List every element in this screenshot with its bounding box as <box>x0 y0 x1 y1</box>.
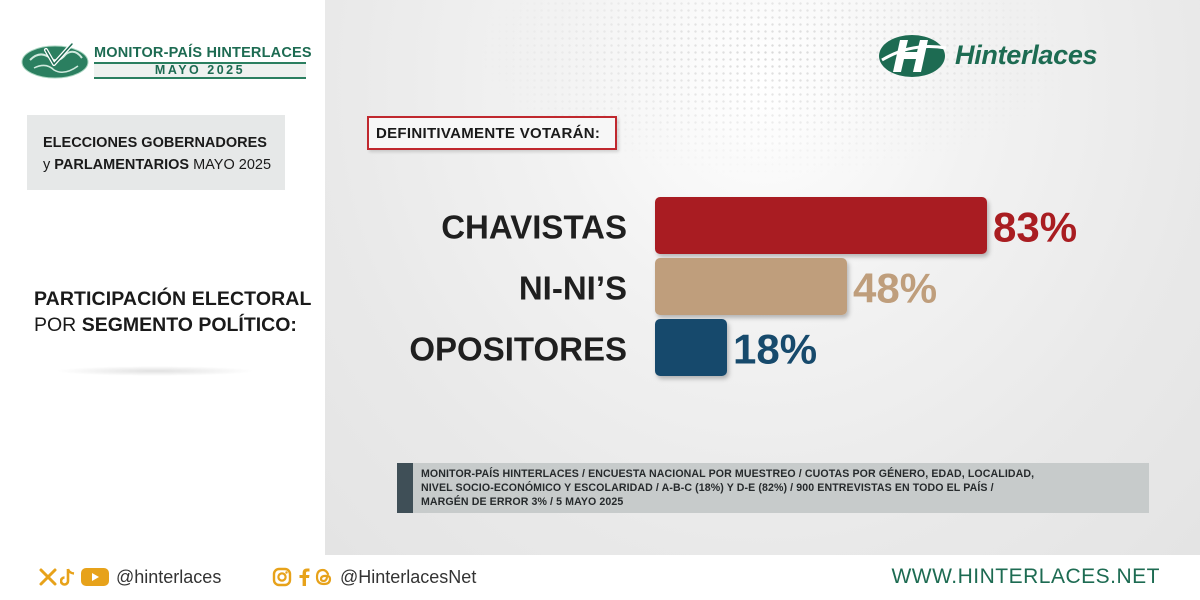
bar-2 <box>655 319 727 376</box>
bar-0 <box>655 197 987 254</box>
chart-panel: Hinterlaces DEFINITIVAMENTE VOTARÁN: CHA… <box>325 0 1200 555</box>
hinterlaces-logo-text: Hinterlaces <box>955 40 1098 70</box>
youtube-icon[interactable] <box>80 566 110 588</box>
hinterlaces-logo: Hinterlaces <box>878 32 1138 78</box>
participation-underline <box>55 366 255 376</box>
footnote-line1: MONITOR-PAÍS HINTERLACES / ENCUESTA NACI… <box>421 468 1035 480</box>
footnote-line2: NIVEL SOCIO-ECONÓMICO Y ESCOLARIDAD / A-… <box>421 482 994 494</box>
election-box: ELECCIONES GOBERNADORES y PARLAMENTARIOS… <box>27 115 285 190</box>
election-line2: y PARLAMENTARIOS MAYO 2025 <box>43 157 272 173</box>
footnote-line3: MARGÉN DE ERROR 3% / 5 MAYO 2025 <box>421 496 624 508</box>
participation-title: PARTICIPACIÓN ELECTORAL POR SEGMENTO POL… <box>34 288 312 337</box>
value-label-0: 83% <box>993 204 1077 251</box>
hinterlaces-h-icon <box>879 35 947 77</box>
social-handle-1[interactable]: @hinterlaces <box>116 566 222 587</box>
footnote-accent-bar <box>397 463 413 513</box>
category-label-1: NI-NI’S <box>519 270 627 307</box>
brand-title: MONITOR-PAÍS HINTERLACES <box>94 45 312 61</box>
tiktok-icon[interactable] <box>60 567 76 587</box>
participation-line1: PARTICIPACIÓN ELECTORAL <box>34 288 312 310</box>
website-link[interactable]: WWW.HINTERLACES.NET <box>891 565 1160 588</box>
value-label-2: 18% <box>733 326 817 373</box>
footnote-text: MONITOR-PAÍS HINTERLACES / ENCUESTA NACI… <box>421 467 1034 509</box>
dot-pattern <box>475 0 1075 180</box>
instagram-icon[interactable] <box>272 567 292 587</box>
category-label-2: OPOSITORES <box>409 331 627 368</box>
monitor-pais-brand: MONITOR-PAÍS HINTERLACES MAYO 2025 <box>20 36 312 84</box>
facebook-icon[interactable] <box>298 567 310 587</box>
globe-logo-icon <box>21 42 89 79</box>
brand-date: MAYO 2025 <box>94 62 306 79</box>
social-handle-2[interactable]: @HinterlacesNet <box>340 566 477 587</box>
value-label-1: 48% <box>853 265 937 312</box>
footer-bar: @hinterlaces @HinterlacesNet WWW.HINTERL… <box>0 555 1200 600</box>
methodology-footnote: MONITOR-PAÍS HINTERLACES / ENCUESTA NACI… <box>397 463 1149 513</box>
chart-title-box: DEFINITIVAMENTE VOTARÁN: <box>367 116 617 150</box>
x-icon[interactable] <box>38 567 58 587</box>
election-line1: ELECCIONES GOBERNADORES <box>43 135 267 151</box>
participation-line2: POR SEGMENTO POLÍTICO: <box>34 314 297 336</box>
chart-title: DEFINITIVAMENTE VOTARÁN: <box>376 125 601 142</box>
bar-chart: CHAVISTAS 83% NI-NI’S 48% OPOSITORES 18% <box>409 197 1077 376</box>
social-group-1: @hinterlaces <box>38 565 221 589</box>
threads-icon[interactable] <box>314 567 334 587</box>
category-label-0: CHAVISTAS <box>441 209 627 246</box>
social-group-2: @HinterlacesNet <box>272 565 476 589</box>
bar-1 <box>655 258 847 315</box>
left-panel: MONITOR-PAÍS HINTERLACES MAYO 2025 ELECC… <box>0 0 325 555</box>
